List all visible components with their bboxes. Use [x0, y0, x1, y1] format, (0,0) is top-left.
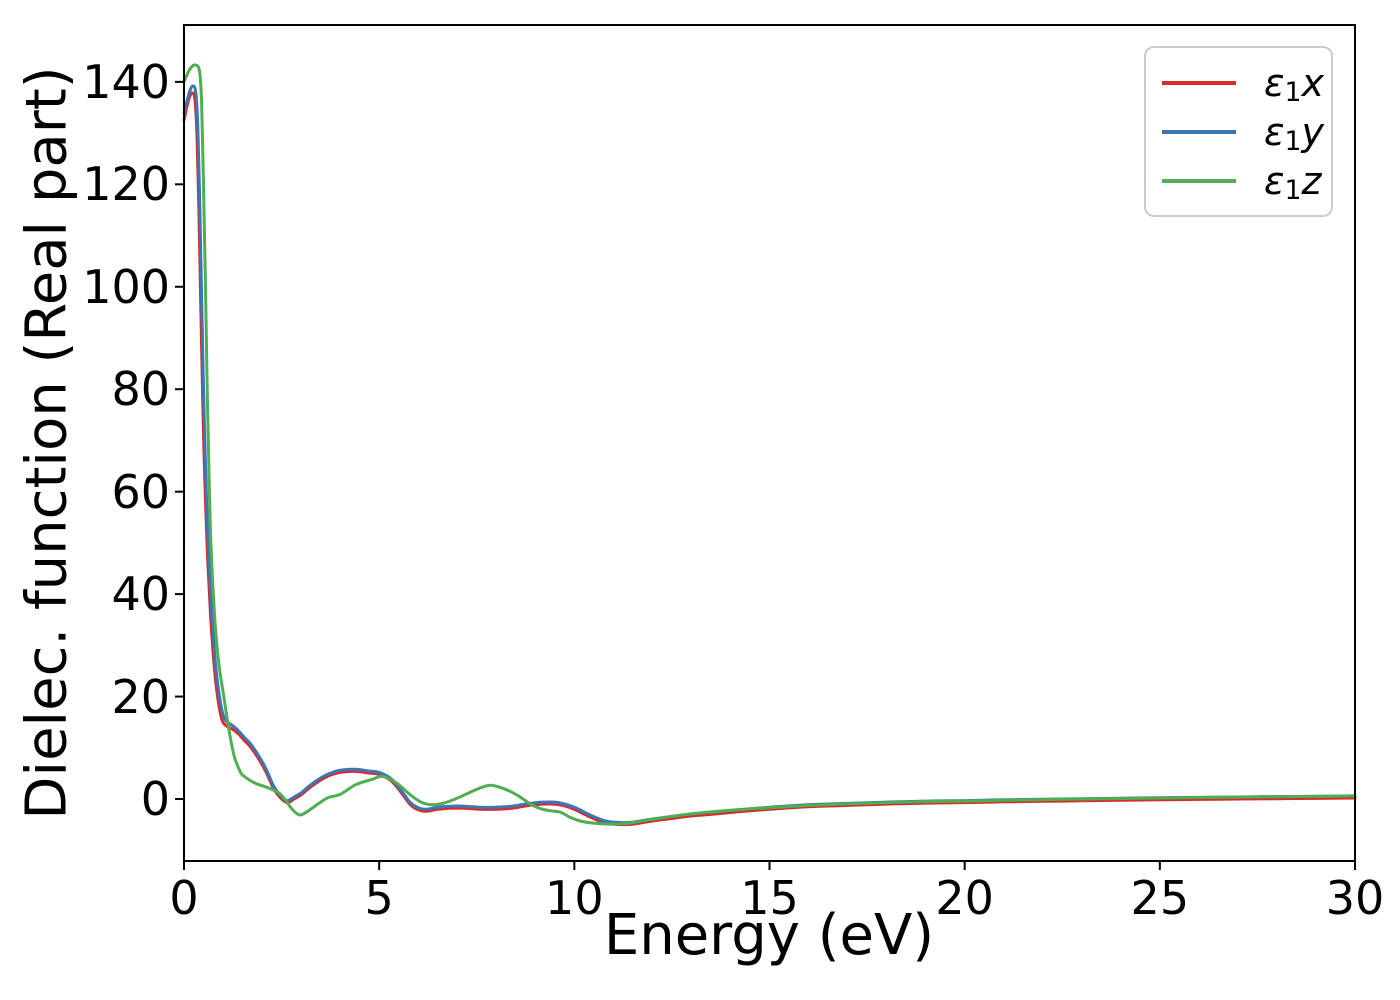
legend-label-eps1x: ε1x [1264, 60, 1324, 109]
y-tick-label: 140 [82, 54, 170, 109]
legend-item-eps1y: ε1y [1162, 107, 1324, 156]
legend-label-eps1z: ε1z [1264, 158, 1322, 207]
y-tick-label: 60 [111, 464, 170, 519]
y-tick-label: 0 [140, 772, 170, 827]
plot-border [183, 24, 1356, 862]
x-tick-label: 25 [1130, 871, 1190, 925]
legend-label-eps1y: ε1y [1264, 109, 1324, 158]
legend-line-sample-red [1162, 80, 1236, 85]
curve-epsilon1-z [182, 63, 1357, 826]
legend-item-eps1z: ε1z [1162, 156, 1321, 205]
y-axis-title: Dielec. function (Real part) [14, 66, 80, 820]
x-tick-label: 5 [364, 871, 394, 925]
x-tick-label: 20 [935, 871, 994, 925]
curves-group [182, 63, 1357, 827]
tick-marks-group [175, 80, 1356, 870]
legend-line-sample-green [1162, 178, 1236, 183]
y-tick-label: 120 [82, 157, 170, 212]
x-axis-title: Energy (eV) [603, 903, 935, 968]
x-tick-label: 30 [1325, 871, 1385, 925]
y-tick-label: 40 [111, 567, 170, 622]
legend: ε1x ε1y ε1z [1144, 46, 1333, 217]
legend-line-sample-blue [1162, 129, 1236, 134]
y-tick-label: 80 [111, 362, 170, 417]
legend-item-eps1x: ε1x [1162, 58, 1324, 107]
y-tick-label: 100 [82, 259, 170, 314]
x-tick-label: 10 [545, 871, 604, 925]
x-tick-label: 15 [740, 871, 799, 925]
y-tick-label: 20 [111, 669, 170, 724]
x-tick-label: 0 [169, 871, 199, 925]
